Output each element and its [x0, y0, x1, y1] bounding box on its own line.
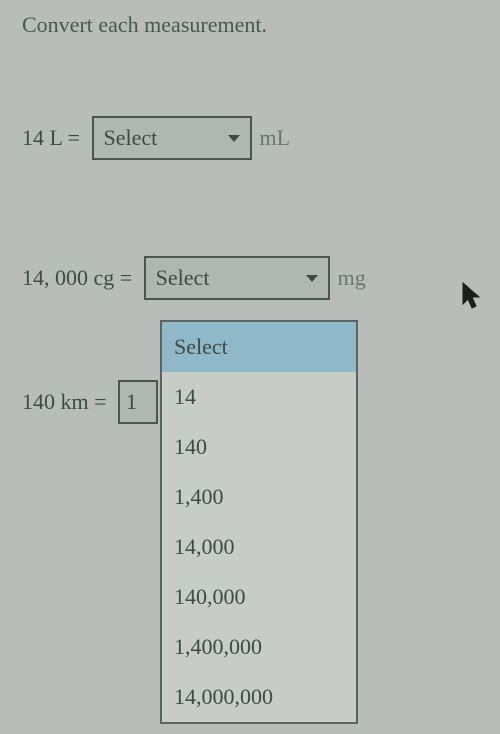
chevron-down-icon	[304, 272, 320, 284]
dropdown-option-select[interactable]: Select	[162, 322, 356, 372]
select-problem-1-value: Select	[104, 125, 158, 151]
problem-2-unit: mg	[338, 265, 366, 291]
select-problem-2[interactable]: Select	[144, 256, 330, 300]
select-problem-3-value: 1	[126, 389, 137, 415]
problem-1-lhs: 14 L =	[22, 125, 86, 151]
problem-3-lhs: 140 km =	[22, 389, 112, 415]
select-problem-3[interactable]: 1	[118, 380, 158, 424]
dropdown-option-14000[interactable]: 14,000	[162, 522, 356, 572]
chevron-down-icon	[226, 132, 242, 144]
dropdown-option-140000[interactable]: 140,000	[162, 572, 356, 622]
problem-1-unit: mL	[260, 125, 291, 151]
cursor-icon	[462, 282, 482, 310]
problem-2-lhs: 14, 000 cg =	[22, 265, 138, 291]
dropdown-option-1400000[interactable]: 1,400,000	[162, 622, 356, 672]
dropdown-menu: Select 14 140 1,400 14,000 140,000 1,400…	[160, 320, 358, 724]
dropdown-option-14[interactable]: 14	[162, 372, 356, 422]
page-title: Convert each measurement.	[0, 0, 500, 38]
problem-row-2: 14, 000 cg = Select mg	[0, 256, 500, 300]
dropdown-option-1400[interactable]: 1,400	[162, 472, 356, 522]
problem-row-1: 14 L = Select mL	[0, 116, 500, 160]
dropdown-option-14000000[interactable]: 14,000,000	[162, 672, 356, 722]
select-problem-1[interactable]: Select	[92, 116, 252, 160]
select-problem-2-value: Select	[156, 265, 210, 291]
dropdown-option-140[interactable]: 140	[162, 422, 356, 472]
